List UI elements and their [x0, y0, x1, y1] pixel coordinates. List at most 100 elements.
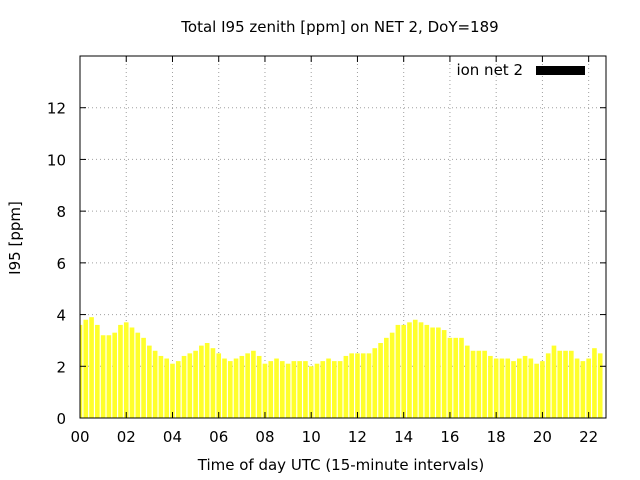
- y-tick-label: 6: [56, 255, 66, 273]
- bar: [279, 361, 285, 418]
- bar: [164, 358, 170, 418]
- bar: [511, 361, 516, 418]
- bar: [256, 355, 262, 418]
- bar: [268, 361, 274, 418]
- bar: [424, 324, 430, 418]
- bar: [360, 353, 366, 418]
- bar: [528, 358, 534, 418]
- bar: [251, 350, 256, 418]
- bar: [222, 358, 227, 418]
- bar: [470, 350, 476, 418]
- bar: [597, 353, 603, 418]
- bar: [430, 327, 435, 418]
- bar: [158, 355, 164, 418]
- bar: [181, 355, 187, 418]
- bar: [563, 350, 568, 418]
- bar: [574, 358, 580, 418]
- bar: [233, 358, 239, 418]
- bar: [89, 317, 94, 418]
- bar: [534, 363, 539, 418]
- bar: [505, 358, 511, 418]
- bar: [123, 322, 129, 418]
- bar: [557, 350, 563, 418]
- bar: [464, 345, 470, 418]
- bar-series: [80, 317, 603, 418]
- bar: [175, 361, 181, 418]
- bar: [314, 363, 320, 418]
- bar: [522, 355, 528, 418]
- bar: [592, 348, 597, 418]
- legend-swatch: [536, 66, 585, 75]
- bar: [569, 350, 574, 418]
- legend-label: ion net 2: [456, 61, 523, 79]
- y-tick-label: 0: [56, 410, 66, 428]
- bar: [493, 358, 499, 418]
- bar: [147, 345, 152, 418]
- bar: [441, 330, 447, 418]
- bar: [141, 337, 146, 418]
- x-tick-label: 14: [394, 428, 413, 446]
- bar: [199, 345, 204, 418]
- bar: [482, 350, 487, 418]
- bar: [551, 345, 557, 418]
- bar: [118, 324, 123, 418]
- bar: [407, 322, 412, 418]
- x-tick-label: 10: [302, 428, 321, 446]
- x-tick-label: 18: [487, 428, 506, 446]
- bar: [580, 361, 586, 418]
- bar: [418, 322, 424, 418]
- bar: [349, 353, 354, 418]
- bar: [239, 355, 245, 418]
- x-tick-label: 08: [255, 428, 274, 446]
- bar: [499, 358, 505, 418]
- bar: [285, 363, 291, 418]
- bar: [152, 350, 158, 418]
- bar: [297, 361, 302, 418]
- bar: [303, 361, 308, 418]
- bar: [436, 327, 441, 418]
- bar: [476, 350, 482, 418]
- x-axis-label: Time of day UTC (15-minute intervals): [197, 456, 484, 474]
- bar: [326, 358, 331, 418]
- bar: [453, 337, 459, 418]
- bar: [245, 353, 250, 418]
- bar: [332, 361, 337, 418]
- bar: [516, 358, 522, 418]
- chart-title: Total I95 zenith [ppm] on NET 2, DoY=189: [180, 18, 498, 36]
- bar: [95, 324, 100, 418]
- x-tick-label: 06: [209, 428, 228, 446]
- y-tick-label: 12: [47, 100, 66, 118]
- y-tick-label: 4: [56, 307, 66, 325]
- axis-ticks: [79, 56, 606, 419]
- bar: [100, 335, 106, 418]
- bar: [135, 332, 141, 418]
- x-tick-label: 12: [348, 428, 367, 446]
- x-tick-label: 00: [70, 428, 89, 446]
- bar: [372, 348, 378, 418]
- bar: [112, 332, 117, 418]
- bar: [384, 337, 389, 418]
- bar: [586, 358, 591, 418]
- plot-frame: [79, 55, 607, 419]
- y-tick-label: 10: [47, 151, 66, 169]
- y-axis-label: I95 [ppm]: [6, 201, 24, 275]
- bar: [106, 335, 112, 418]
- bar: [337, 361, 343, 418]
- y-tick-label: 2: [56, 358, 66, 376]
- bar: [216, 353, 222, 418]
- x-tick-label: 16: [440, 428, 459, 446]
- bar: [308, 366, 314, 418]
- bar: [389, 332, 395, 418]
- bar: [540, 361, 545, 418]
- bar: [83, 319, 89, 418]
- bar: [412, 319, 418, 418]
- grid-lines: [80, 56, 606, 418]
- x-tick-label: 22: [579, 428, 598, 446]
- bar: [129, 327, 135, 418]
- bar: [401, 324, 407, 418]
- bar: [395, 324, 401, 418]
- bar: [343, 355, 349, 418]
- bar: [320, 361, 326, 418]
